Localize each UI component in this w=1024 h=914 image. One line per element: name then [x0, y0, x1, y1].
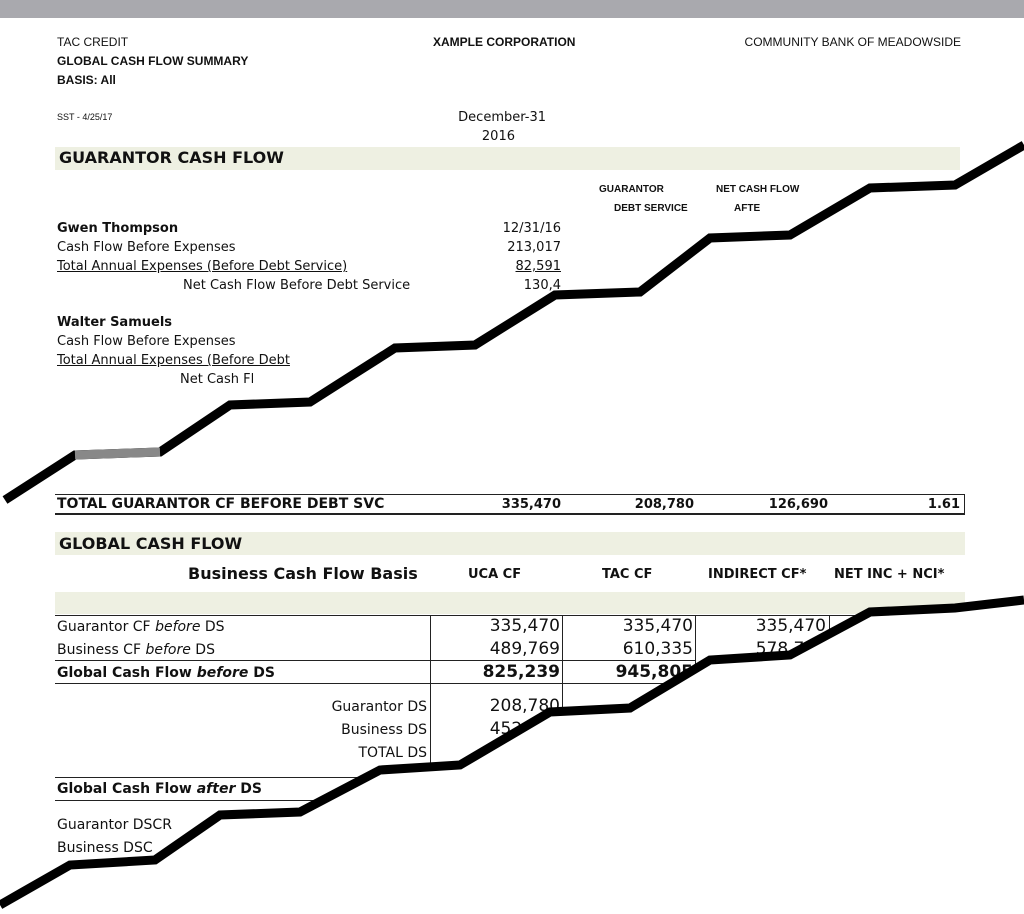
cell-value: 945,805 — [615, 662, 693, 682]
cell-value: 610,335 — [622, 639, 693, 659]
section-title: GLOBAL CASH FLOW — [59, 534, 243, 553]
total-value: 1.61 — [927, 497, 960, 512]
row-label: Guarantor DS — [331, 699, 427, 715]
col-header: TAC CF — [602, 567, 653, 582]
total-label: TOTAL GUARANTOR CF BEFORE DEBT SVC — [57, 496, 385, 512]
header-left: BASIS: All — [57, 73, 116, 87]
text-part: before — [145, 642, 191, 658]
text-part: DS — [190, 642, 215, 658]
row-value: 213,017 — [507, 240, 561, 255]
stamp: SST - 4/25/17 — [57, 112, 113, 122]
period: December-31 — [458, 110, 546, 125]
header-left: GLOBAL CASH FLOW SUMMARY — [57, 54, 249, 68]
row-label: Total Annual Expenses (Before Debt — [57, 353, 290, 368]
row-label: Global Cash Flow after DS — [57, 782, 262, 796]
row-label: TOTAL DS — [358, 745, 427, 761]
row-label: Business DSC — [57, 840, 153, 856]
company-name: XAMPLE CORPORATION — [433, 35, 576, 49]
text-part: Global Cash Flow — [57, 781, 197, 797]
row-value: 130,4 — [523, 278, 561, 293]
period: 2016 — [481, 129, 515, 144]
col-header: NET CASH FLOW — [716, 184, 800, 195]
row-label: Net Cash Flow Before Debt Service — [183, 278, 411, 293]
section-title: GUARANTOR CASH FLOW — [59, 148, 284, 167]
tear-blank — [0, 600, 1024, 914]
text-part: after — [196, 781, 236, 797]
cell-value: 208,780 — [489, 696, 560, 716]
text-part: before — [155, 619, 201, 635]
col-header: GUARANTOR — [599, 184, 664, 195]
rule — [964, 494, 965, 514]
row-label: Guarantor CF before DS — [57, 620, 225, 634]
rule — [430, 615, 431, 775]
person-name: Walter Samuels — [57, 315, 173, 330]
row-label: Total Annual Expenses (Before Debt Servi… — [57, 259, 348, 274]
total-value: 126,690 — [768, 497, 828, 512]
cell-value: 825,239 — [482, 662, 560, 682]
row-value: 82,591 — [515, 259, 562, 274]
global-bar — [55, 532, 965, 555]
tear-line — [2, 141, 1024, 504]
cell-value: 489,769 — [489, 639, 560, 659]
rule — [55, 800, 375, 801]
date: 12/31/16 — [502, 221, 561, 236]
col-header: NET INC + NCI* — [834, 567, 945, 582]
text-part: Guarantor CF — [57, 619, 156, 635]
bank-name: COMMUNITY BANK OF MEADOWSIDE — [744, 35, 961, 49]
row-label: Global Cash Flow before DS — [57, 666, 275, 680]
rule — [695, 615, 696, 685]
col-header: INDIRECT CF* — [708, 567, 807, 582]
cell-value: 335,470 — [489, 616, 560, 636]
row-label: Net Cash Fl — [180, 372, 255, 387]
text-part: DS — [248, 665, 275, 681]
row-label: Cash Flow Before Expenses — [57, 334, 236, 349]
person-name: Gwen Thompson — [57, 221, 179, 236]
text-part: Global Cash Flow — [57, 665, 197, 681]
cell-value: 335,470 — [622, 616, 693, 636]
guarantor-bar — [55, 147, 960, 170]
rule — [55, 777, 375, 778]
row-label: Business CF before DS — [57, 643, 215, 657]
text-part: DS — [200, 619, 225, 635]
col-header: UCA CF — [468, 567, 522, 582]
total-value: 208,780 — [634, 497, 694, 512]
row-label: Business DS — [341, 722, 427, 738]
header-left: TAC CREDIT — [57, 35, 129, 49]
rule — [55, 660, 695, 661]
tear-line — [0, 595, 1024, 909]
basis-title: Business Cash Flow Basis — [188, 564, 418, 583]
total-value: 335,470 — [501, 497, 561, 512]
cell-value: 335,470 — [755, 616, 826, 636]
rule — [55, 683, 695, 684]
rule — [562, 615, 563, 745]
rule — [55, 513, 965, 515]
rule — [55, 615, 965, 616]
global-subbar — [55, 592, 965, 614]
rule — [55, 494, 965, 495]
text-part: DS — [235, 781, 262, 797]
col-header: DEBT SERVICE — [614, 203, 688, 214]
tear-line — [74, 447, 161, 460]
text-part: Business CF — [57, 642, 146, 658]
text-part: before — [196, 665, 249, 681]
row-label: Cash Flow Before Expenses — [57, 240, 236, 255]
row-label: Guarantor DSCR — [57, 817, 172, 833]
top-bar — [0, 0, 1024, 18]
col-header: AFTE — [734, 203, 761, 214]
